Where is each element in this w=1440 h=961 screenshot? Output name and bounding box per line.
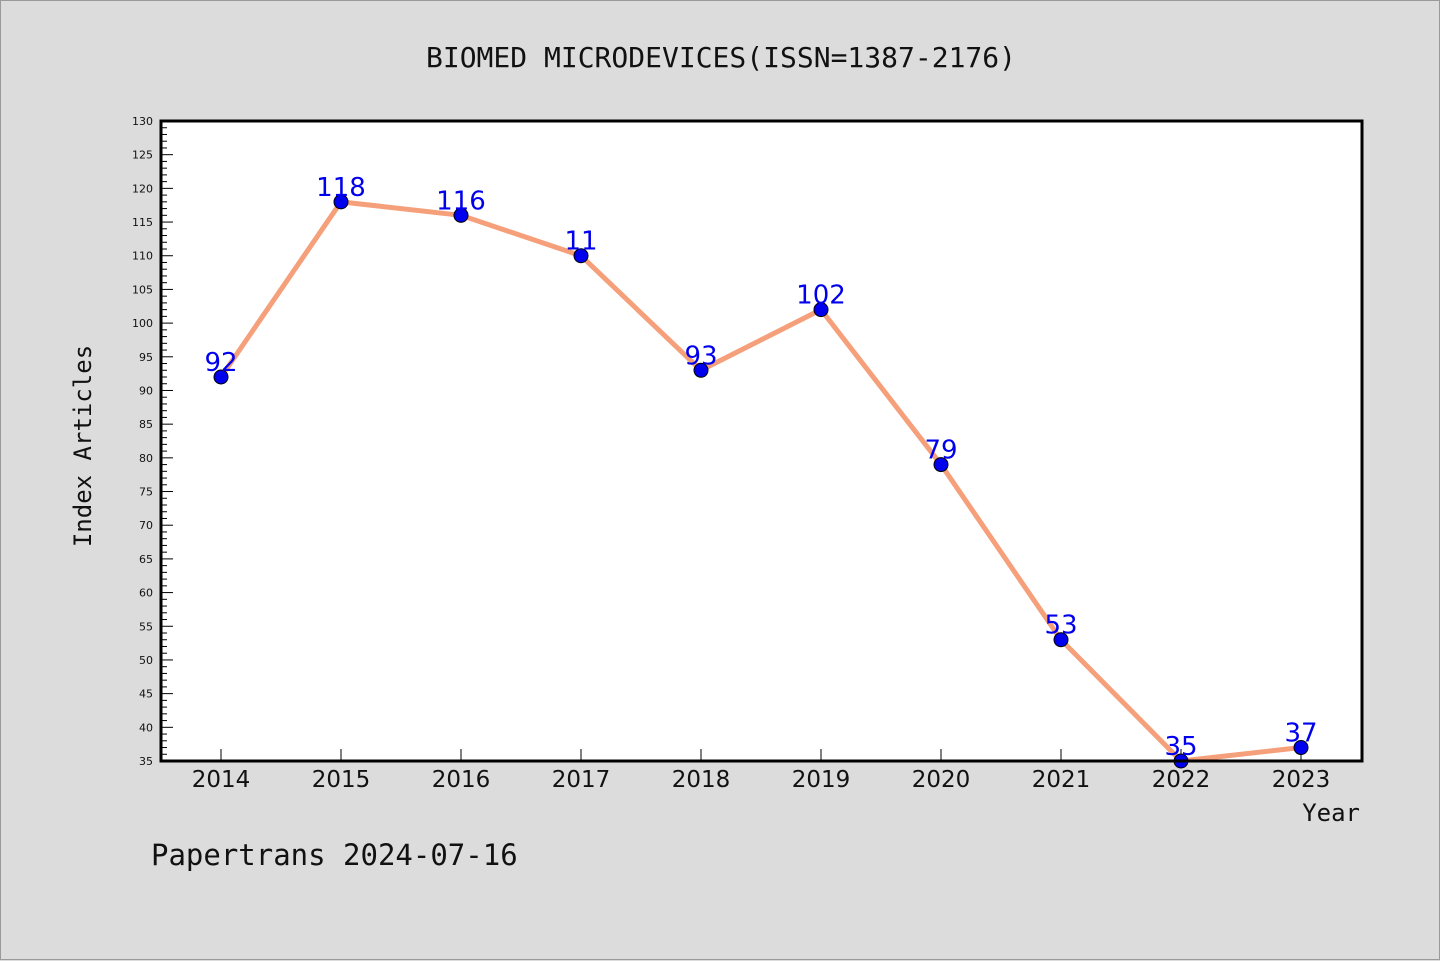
data-label: 79 xyxy=(924,436,957,466)
y-tick-label: 120 xyxy=(132,182,153,195)
y-tick-label: 40 xyxy=(139,721,153,734)
y-tick-label: 70 xyxy=(139,519,153,532)
x-tick-label: 2023 xyxy=(1272,767,1331,793)
data-label: 53 xyxy=(1044,611,1077,641)
data-label: 116 xyxy=(436,186,486,216)
x-tick-label: 2015 xyxy=(312,767,371,793)
x-axis-ticks: 2014 2015 2016 2017 2018 2019 2020 2021 2022 2023 xyxy=(192,749,1331,793)
footer-text: Papertrans 2024-07-16 xyxy=(151,838,518,872)
data-label: 11 xyxy=(564,227,597,257)
y-tick-label: 45 xyxy=(139,688,153,701)
data-label: 102 xyxy=(796,281,846,311)
x-axis-label: Year xyxy=(1302,799,1360,827)
series-line xyxy=(218,199,1302,764)
data-point xyxy=(1053,632,1069,648)
data-label: 92 xyxy=(204,348,237,378)
y-tick-label: 100 xyxy=(132,317,153,330)
data-point xyxy=(933,457,949,473)
y-tick-label: 85 xyxy=(139,418,153,431)
x-tick-label: 2016 xyxy=(432,767,491,793)
chart-title: BIOMED MICRODEVICES(ISSN=1387-2176) xyxy=(426,41,1016,74)
y-tick-label: 115 xyxy=(132,216,153,229)
data-point xyxy=(573,248,589,264)
x-tick-label: 2014 xyxy=(192,767,251,793)
data-label: 118 xyxy=(316,173,366,203)
data-point xyxy=(453,207,469,223)
y-tick-label: 60 xyxy=(139,587,153,600)
y-tick-label: 95 xyxy=(139,351,153,364)
x-tick-label: 2018 xyxy=(672,767,731,793)
data-labels: 92 118 116 11 93 102 79 53 35 37 xyxy=(204,173,1317,762)
data-label: 37 xyxy=(1284,719,1317,749)
x-tick-label: 2017 xyxy=(552,767,611,793)
y-tick-label: 130 xyxy=(132,115,153,128)
data-label: 93 xyxy=(684,341,717,371)
x-tick-label: 2020 xyxy=(912,767,971,793)
y-tick-label: 50 xyxy=(139,654,153,667)
y-tick-label: 35 xyxy=(139,755,153,768)
data-point xyxy=(333,194,349,210)
y-tick-label: 110 xyxy=(132,250,153,263)
data-markers xyxy=(213,194,1309,769)
data-point xyxy=(213,369,229,385)
y-tick-label: 90 xyxy=(139,384,153,397)
x-tick-label: 2022 xyxy=(1152,767,1211,793)
x-tick-label: 2019 xyxy=(792,767,851,793)
y-tick-label: 75 xyxy=(139,486,153,499)
data-point xyxy=(1293,740,1309,756)
y-axis-label: Index Articles xyxy=(69,345,97,547)
y-tick-label: 125 xyxy=(132,149,153,162)
data-point xyxy=(813,302,829,318)
y-tick-label: 55 xyxy=(139,620,153,633)
data-label: 35 xyxy=(1164,732,1197,762)
y-tick-label: 80 xyxy=(139,452,153,465)
plot-area xyxy=(161,121,1362,761)
y-tick-label: 105 xyxy=(132,283,153,296)
y-tick-label: 65 xyxy=(139,553,153,566)
x-tick-label: 2021 xyxy=(1032,767,1091,793)
data-point xyxy=(693,362,709,378)
plot-border xyxy=(159,119,1364,763)
